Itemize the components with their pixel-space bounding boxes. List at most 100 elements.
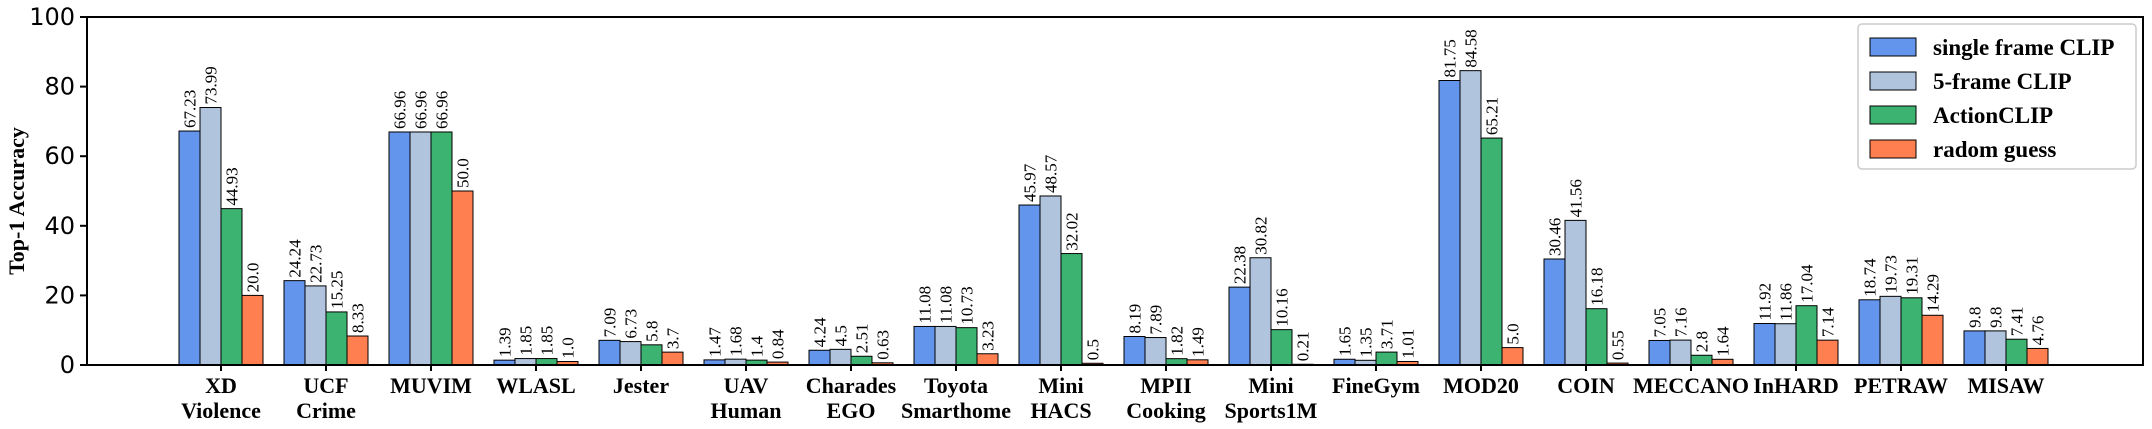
legend-item[interactable]: single frame CLIP <box>1869 35 2114 60</box>
bar[interactable] <box>1480 137 1503 366</box>
bar-value-label: 65.21 <box>1483 97 1502 135</box>
bar[interactable] <box>199 107 222 366</box>
bar-value-label: 8.33 <box>349 303 368 333</box>
bar[interactable] <box>1921 314 1944 366</box>
bar[interactable] <box>409 131 432 366</box>
bar[interactable] <box>829 348 852 366</box>
bar[interactable] <box>1039 195 1062 366</box>
bar-value-label: 24.24 <box>286 239 305 278</box>
bar-value-label: 0.84 <box>769 329 788 359</box>
bar-value-label: 10.16 <box>1273 288 1292 326</box>
y-axis-label: Top-1 Accuracy <box>4 127 29 275</box>
bar[interactable] <box>1690 354 1713 366</box>
bar-value-label: 67.23 <box>181 90 200 128</box>
bar[interactable] <box>1963 330 1986 366</box>
legend[interactable]: single frame CLIP 5-frame CLIP ActionCLIP r… <box>1857 23 2137 170</box>
bar-value-label: 0.5 <box>1084 339 1103 360</box>
bar[interactable] <box>1018 204 1041 366</box>
bar[interactable] <box>1879 295 1902 366</box>
bar[interactable] <box>1648 339 1671 366</box>
bar-group <box>1228 257 1314 366</box>
bar[interactable] <box>1123 335 1146 366</box>
bar[interactable] <box>304 285 327 366</box>
bar-value-label: 10.73 <box>958 286 977 324</box>
bar-group <box>1018 195 1104 366</box>
bar[interactable] <box>808 349 831 366</box>
bar[interactable] <box>1459 70 1482 366</box>
bar-value-label: 19.73 <box>1882 255 1901 293</box>
bar[interactable] <box>1795 305 1818 366</box>
bar[interactable] <box>850 355 873 366</box>
bar[interactable] <box>2026 347 2049 366</box>
legend-item[interactable]: 5-frame CLIP <box>1869 69 2072 94</box>
bar[interactable] <box>388 131 411 366</box>
bar[interactable] <box>1669 339 1692 366</box>
bar-value-label: 0.63 <box>874 330 893 360</box>
bar[interactable] <box>220 208 243 366</box>
bar[interactable] <box>1858 299 1881 366</box>
bar[interactable] <box>1753 323 1776 366</box>
bar[interactable] <box>283 280 306 366</box>
bar[interactable] <box>1816 339 1839 366</box>
bar[interactable] <box>1984 330 2007 366</box>
bar[interactable] <box>325 311 348 366</box>
bar-value-label: 1.47 <box>706 327 725 357</box>
bar[interactable] <box>346 335 369 366</box>
bar[interactable] <box>1543 258 1566 366</box>
x-tick-label: MECCANO <box>1633 373 1749 398</box>
bar-value-label: 3.71 <box>1378 319 1397 349</box>
bar[interactable] <box>178 130 201 366</box>
x-tick-label: Mini Sports1M <box>1225 373 1318 423</box>
bar-value-label: 7.89 <box>1147 305 1166 335</box>
bar-value-label: 5.0 <box>1504 323 1523 344</box>
bar-value-label: 3.7 <box>664 327 683 349</box>
legend-item[interactable]: radom guess <box>1869 137 2056 162</box>
y-tick-label: 100 <box>29 3 75 31</box>
bar-group <box>913 325 999 366</box>
legend-swatch <box>1869 71 1917 91</box>
bar[interactable] <box>1144 337 1167 366</box>
bar[interactable] <box>1501 347 1524 366</box>
x-tick-label: FineGym <box>1332 373 1420 398</box>
bar[interactable] <box>1438 80 1461 366</box>
bar[interactable] <box>1060 253 1083 366</box>
legend-swatch <box>1869 37 1917 57</box>
bar-value-label: 1.64 <box>1714 326 1733 356</box>
bar[interactable] <box>619 341 642 366</box>
bar[interactable] <box>934 325 957 366</box>
legend-label: 5-frame CLIP <box>1933 69 2072 94</box>
bar[interactable] <box>1585 308 1608 366</box>
bar[interactable] <box>640 344 663 366</box>
bar[interactable] <box>1564 219 1587 366</box>
bar-value-label: 1.85 <box>517 326 536 356</box>
legend-swatch <box>1869 105 1917 125</box>
bar-value-label: 4.5 <box>832 325 851 346</box>
bar[interactable] <box>1270 329 1293 366</box>
legend-item[interactable]: ActionCLIP <box>1869 103 2053 128</box>
legend-swatch <box>1869 139 1917 159</box>
bar[interactable] <box>1249 257 1272 366</box>
bar[interactable] <box>1900 297 1923 366</box>
bar[interactable] <box>913 325 936 366</box>
bar[interactable] <box>1228 286 1251 366</box>
bar[interactable] <box>2005 338 2028 366</box>
bar[interactable] <box>1375 351 1398 366</box>
bar-value-label: 84.58 <box>1462 29 1481 67</box>
bar[interactable] <box>241 294 264 366</box>
bar[interactable] <box>430 131 453 366</box>
bar-value-label: 1.39 <box>496 327 515 357</box>
y-tick-label: 60 <box>44 142 75 170</box>
bar-value-label: 45.97 <box>1021 163 1040 202</box>
bar[interactable] <box>976 353 999 366</box>
y-axis: 0 20 40 60 80 100 <box>29 3 87 379</box>
bar[interactable] <box>598 339 621 366</box>
bar[interactable] <box>451 190 474 366</box>
x-tick-label: InHARD <box>1753 373 1839 398</box>
bar-value-label: 22.38 <box>1231 246 1250 284</box>
bar-value-label: 20.0 <box>244 263 263 293</box>
bar[interactable] <box>1774 323 1797 366</box>
bar-value-label: 50.0 <box>454 158 473 188</box>
bar[interactable] <box>955 327 978 366</box>
bar[interactable] <box>661 351 684 366</box>
